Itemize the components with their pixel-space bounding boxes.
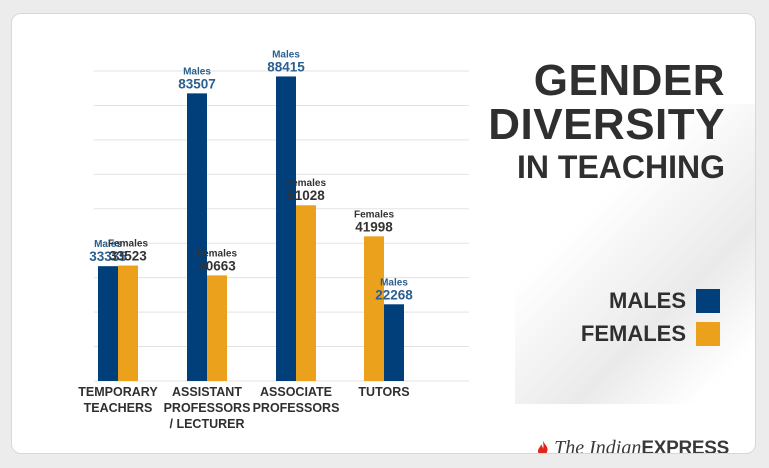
data-label-series: Females: [354, 209, 394, 220]
data-label-series: Males: [272, 49, 300, 60]
legend-swatch-females: [696, 322, 720, 346]
category-label: ASSISTANT: [172, 385, 242, 399]
data-label-series: Females: [286, 178, 326, 189]
legend: MALES FEMALES: [581, 286, 720, 352]
data-label-series: Males: [94, 239, 122, 250]
data-label-value: 83507: [178, 76, 216, 91]
data-label-series: Females: [108, 239, 148, 250]
data-label-value: 51028: [287, 188, 325, 203]
flame-icon: [538, 440, 548, 453]
category-label: TUTORS: [358, 385, 409, 399]
data-label-series: Males: [380, 277, 408, 288]
category-label: TEACHERS: [84, 401, 153, 415]
data-label-value: 33523: [109, 249, 147, 264]
legend-item-males: MALES: [581, 286, 720, 316]
bar-males: [187, 93, 207, 381]
data-label-value: 33335: [89, 249, 127, 264]
title-line-3: IN TEACHING: [517, 149, 725, 185]
brand-name-part2: EXPRESS: [641, 437, 729, 454]
bar-females: [207, 275, 227, 381]
legend-swatch-males: [696, 289, 720, 313]
data-label-series: Females: [197, 248, 237, 259]
data-label-value: 88415: [267, 59, 305, 74]
legend-label-males: MALES: [609, 288, 686, 313]
bar-males: [384, 304, 404, 381]
bar-males: [276, 76, 296, 381]
bar-females: [118, 265, 138, 381]
title-line-2: DIVERSITY: [488, 100, 725, 149]
brand-logo: The Indian EXPRESS: [535, 437, 729, 454]
bar-chart: Males33335Females33523Males83507Females3…: [78, 49, 469, 431]
infographic-card: Males 33335 Females 33523 Males 83507 Females 3…: [11, 13, 756, 454]
category-label: TEMPORARY: [78, 385, 158, 399]
category-label: ASSOCIATE: [260, 385, 332, 399]
bar-males: [98, 266, 118, 381]
bar-females: [296, 205, 316, 381]
data-label-series: Males: [183, 66, 211, 77]
category-label: PROFESSORS: [164, 401, 251, 415]
category-label: PROFESSORS: [253, 401, 340, 415]
background-decoration: [515, 104, 755, 404]
bar-females: [364, 236, 384, 381]
chart-title: GENDER DIVERSITY IN TEACHING: [488, 56, 725, 185]
title-line-1: GENDER: [533, 56, 725, 105]
brand-name-part1: The Indian: [554, 437, 642, 454]
legend-label-females: FEMALES: [580, 321, 686, 346]
data-label-value: 22268: [375, 287, 413, 302]
legend-item-females: FEMALES: [581, 319, 720, 349]
category-label: / LECTURER: [170, 417, 245, 431]
data-label-value: 41998: [355, 219, 393, 234]
data-label-value: 30663: [198, 258, 236, 273]
